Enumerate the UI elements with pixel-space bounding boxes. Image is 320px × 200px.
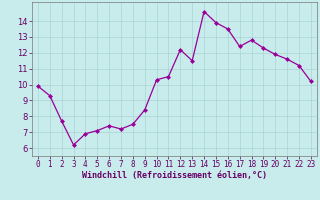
X-axis label: Windchill (Refroidissement éolien,°C): Windchill (Refroidissement éolien,°C) xyxy=(82,171,267,180)
